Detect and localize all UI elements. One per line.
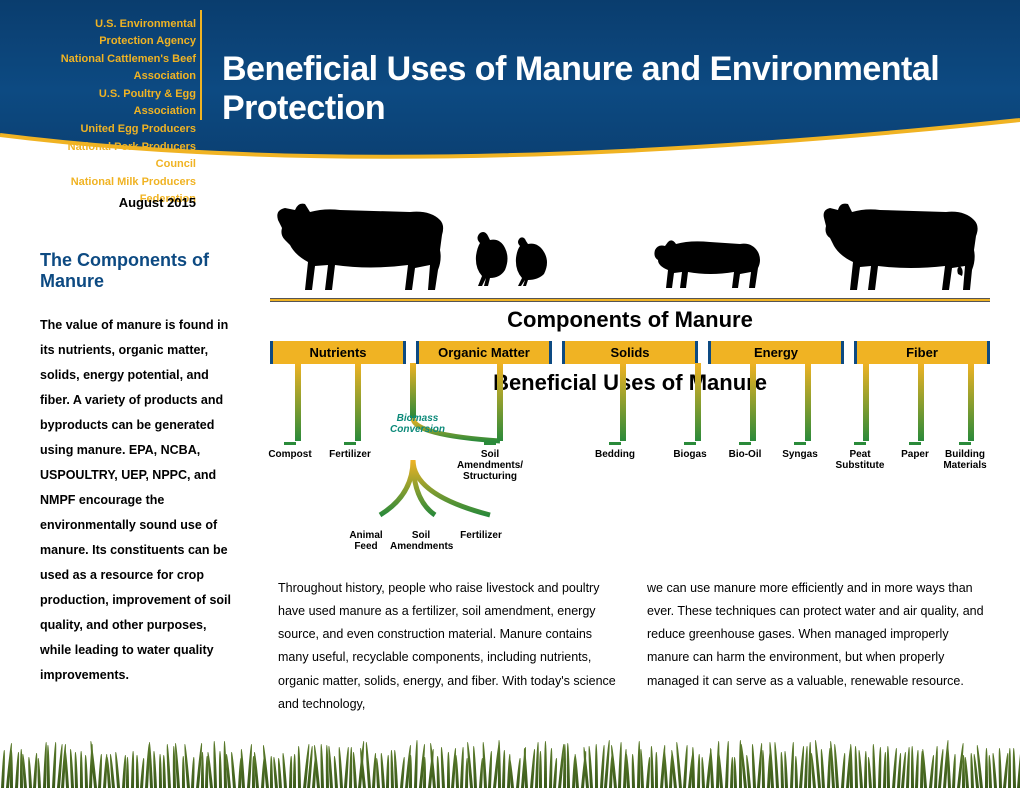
component-box: Solids	[562, 341, 698, 364]
org-item: U.S. Environmental Protection Agency	[40, 16, 196, 50]
animal-silhouettes	[270, 190, 990, 295]
components-title: Components of Manure	[270, 307, 990, 333]
org-item: National Pork Producers Council	[40, 139, 196, 173]
body-col-1: Throughout history, people who raise liv…	[278, 577, 621, 716]
body-columns: Throughout history, people who raise liv…	[278, 577, 990, 716]
grass-footer	[0, 740, 1020, 788]
pig-icon	[650, 232, 765, 292]
sidebar-heading: The Components of Manure	[40, 250, 240, 291]
animals-underline	[270, 298, 990, 302]
secondary-use-item: Fertilizer	[450, 530, 512, 541]
sidebar: The Components of Manure The value of ma…	[40, 250, 240, 688]
uses-title: Beneficial Uses of Manure	[270, 370, 990, 396]
use-item: Bedding	[580, 442, 650, 460]
use-item: Soil Amendments/Structuring	[455, 442, 525, 482]
sidebar-body: The value of manure is found in its nutr…	[40, 313, 240, 688]
uses-row: CompostFertilizerSoil Amendments/Structu…	[270, 400, 990, 490]
date-label: August 2015	[40, 195, 196, 210]
component-box: Fiber	[854, 341, 990, 364]
components-row: Nutrients Organic Matter Solids Energy F…	[270, 341, 990, 364]
bull-icon	[270, 190, 460, 292]
infographic: Components of Manure Nutrients Organic M…	[270, 305, 990, 565]
hen-icon	[512, 234, 554, 288]
chicken-icon	[470, 228, 515, 288]
org-list: U.S. Environmental Protection Agency Nat…	[40, 16, 196, 210]
secondary-use-item: AnimalFeed	[335, 530, 397, 552]
org-item: National Cattlemen's Beef Association	[40, 51, 196, 85]
org-item: United Egg Producers	[40, 121, 196, 138]
secondary-use-item: SoilAmendments	[390, 530, 452, 552]
use-item: Fertilizer	[315, 442, 385, 460]
component-box: Organic Matter	[416, 341, 552, 364]
secondary-row: AnimalFeedSoilAmendmentsFertilizer	[270, 530, 990, 570]
page-title: Beneficial Uses of Manure and Environmen…	[222, 50, 1020, 128]
cow-icon	[818, 194, 990, 292]
body-col-2: we can use manure more efficiently and i…	[647, 577, 990, 716]
org-item: U.S. Poultry & Egg Association	[40, 86, 196, 120]
component-box: Nutrients	[270, 341, 406, 364]
header-divider	[200, 10, 202, 120]
component-box: Energy	[708, 341, 844, 364]
use-item: BuildingMaterials	[930, 442, 1000, 471]
